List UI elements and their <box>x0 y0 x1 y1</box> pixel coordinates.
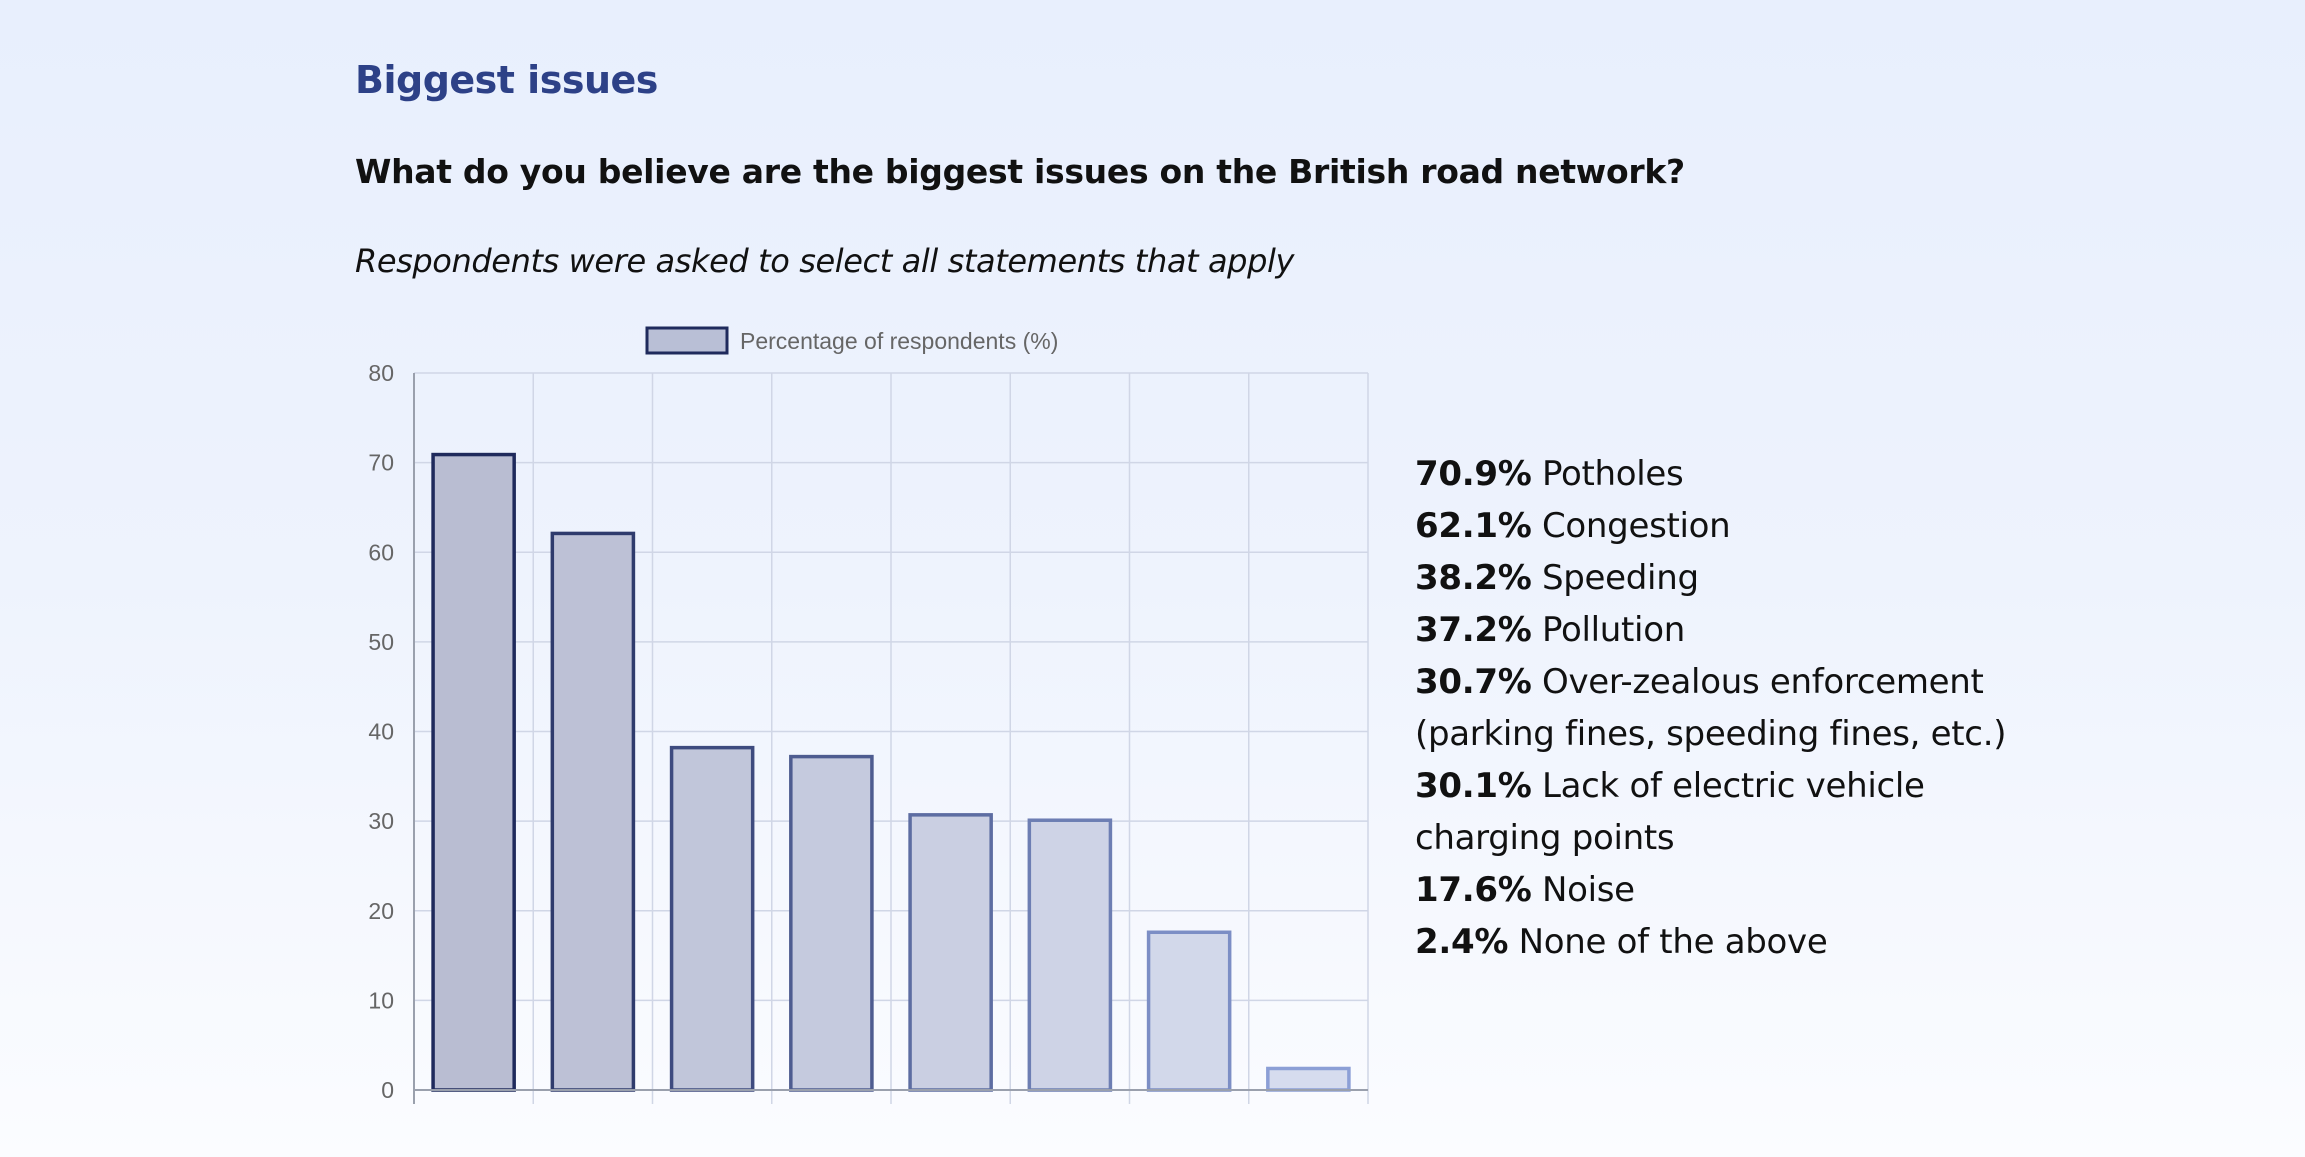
y-tick-label: 80 <box>368 360 394 386</box>
y-tick-label: 30 <box>368 808 394 834</box>
chart-bars <box>431 452 1351 1092</box>
result-label: Congestion <box>1531 506 1731 546</box>
chart-legend: Percentage of respondents (%) <box>645 326 1058 355</box>
bar <box>1146 930 1232 1092</box>
result-percentage: 30.7% <box>1415 662 1532 702</box>
result-label: Over-zealous enforcement (parking fines,… <box>1415 662 2007 754</box>
result-item: 2.4% None of the above <box>1415 916 2065 968</box>
y-tick-label: 10 <box>368 987 394 1013</box>
section-title: Biggest issues <box>355 58 658 102</box>
bar <box>550 531 636 1092</box>
result-item: 17.6% Noise <box>1415 864 2065 916</box>
y-tick-label: 50 <box>368 629 394 655</box>
result-label: Speeding <box>1531 558 1699 598</box>
chart-axes <box>413 373 1368 1104</box>
y-tick-label: 0 <box>381 1077 394 1103</box>
result-item: 37.2% Pollution <box>1415 604 2065 656</box>
bar <box>669 745 755 1092</box>
bar-chart: Percentage of respondents (%) 0 10 20 30 40 5… <box>368 326 1369 1104</box>
bar <box>789 754 874 1092</box>
result-percentage: 70.9% <box>1415 454 1532 494</box>
bar <box>431 452 516 1092</box>
y-tick-label: 60 <box>368 539 394 565</box>
bar <box>908 813 993 1092</box>
result-item: 38.2% Speeding <box>1415 552 2065 604</box>
result-item: 70.9% Potholes <box>1415 448 2065 500</box>
result-label: None of the above <box>1508 922 1828 962</box>
results-list: 70.9% Potholes 62.1% Congestion 38.2% Spee… <box>1415 448 2065 968</box>
result-percentage: 2.4% <box>1415 922 1509 962</box>
result-percentage: 17.6% <box>1415 870 1532 910</box>
result-percentage: 30.1% <box>1415 766 1532 806</box>
result-label: Noise <box>1531 870 1635 910</box>
result-label: Pollution <box>1531 610 1685 650</box>
survey-question: What do you believe are the biggest issu… <box>355 152 1685 191</box>
result-percentage: 62.1% <box>1415 506 1532 546</box>
legend-swatch <box>645 326 729 355</box>
result-percentage: 37.2% <box>1415 610 1532 650</box>
legend-label: Percentage of respondents (%) <box>740 328 1058 354</box>
y-tick-label: 40 <box>368 719 394 745</box>
bar <box>1027 818 1113 1092</box>
y-axis-ticks: 0 10 20 30 40 50 60 70 80 <box>368 360 394 1103</box>
result-item: 30.1% Lack of electric vehicle charging … <box>1415 760 2065 864</box>
result-item: 62.1% Congestion <box>1415 500 2065 552</box>
y-tick-label: 70 <box>368 450 394 476</box>
result-item: 30.7% Over-zealous enforcement (parking … <box>1415 656 2065 760</box>
y-tick-label: 20 <box>368 898 394 924</box>
result-label: Potholes <box>1531 454 1684 494</box>
result-label: Lack of electric vehicle charging points <box>1415 766 1925 858</box>
survey-note: Respondents were asked to select all sta… <box>355 242 1295 280</box>
bar <box>1266 1066 1351 1092</box>
result-percentage: 38.2% <box>1415 558 1532 598</box>
